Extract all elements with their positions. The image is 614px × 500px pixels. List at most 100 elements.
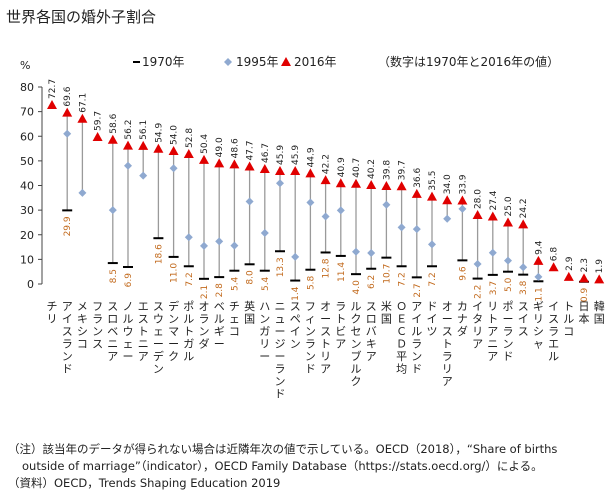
label-1970: 8.5	[109, 269, 119, 283]
label-2016: 2.9	[565, 256, 575, 271]
marker-1995	[473, 260, 482, 269]
label-1970: 2.2	[474, 285, 484, 299]
marker-1995	[458, 204, 467, 213]
category-label: チェコ	[229, 300, 240, 338]
legend-label-2016: 2016年	[294, 55, 337, 69]
label-2016: 42.2	[322, 154, 332, 174]
label-1970: 3.8	[519, 280, 529, 295]
label-1970: 8.0	[246, 270, 256, 285]
label-1970: 2.1	[200, 285, 210, 299]
label-2016: 58.6	[109, 113, 119, 133]
label-2016: 2.3	[580, 258, 590, 272]
y-tick-label: 80	[20, 81, 34, 94]
label-2016: 47.7	[246, 140, 256, 160]
label-1970: 5.4	[230, 276, 240, 291]
label-2016: 56.1	[139, 120, 149, 140]
marker-2016	[47, 99, 57, 109]
marker-2016	[214, 158, 225, 168]
category-label: 米国	[381, 300, 392, 326]
category-label: スペイン	[290, 300, 301, 351]
label-2016: 50.4	[200, 134, 210, 154]
label-2016: 69.6	[63, 86, 73, 106]
category-label: ポーランド	[503, 300, 514, 363]
legend-marker-1995	[224, 58, 232, 66]
label-2016: 40.7	[352, 158, 362, 178]
label-1970: 2.7	[413, 283, 423, 297]
label-2016: 35.5	[428, 171, 438, 191]
label-2016: 45.9	[276, 145, 286, 165]
marker-1995	[397, 223, 406, 232]
marker-1995	[78, 188, 87, 197]
category-label: ハンガリー	[259, 300, 270, 363]
label-1970: 4.0	[352, 280, 362, 295]
legend-label-1970: 1970年	[142, 55, 185, 69]
label-2016: 52.8	[185, 128, 195, 148]
y-tick-label: 50	[20, 155, 34, 168]
marker-2016	[290, 165, 301, 175]
label-1970: 1.4	[291, 286, 301, 301]
marker-1995	[200, 241, 208, 250]
marker-2016	[92, 131, 103, 141]
marker-1995	[276, 179, 284, 188]
label-2016: 9.4	[534, 240, 544, 255]
label-1970: 0.9	[580, 288, 590, 303]
marker-1995	[504, 256, 512, 265]
label-2016: 40.9	[337, 157, 347, 177]
category-label: 日本	[579, 300, 590, 326]
label-2016: 48.6	[230, 138, 240, 158]
y-tick-label: 30	[20, 204, 34, 217]
legend-note: （数字は1970年と2016年の値）	[378, 54, 559, 69]
label-1970: 5.0	[504, 277, 514, 292]
marker-2016	[123, 140, 133, 150]
marker-2016	[351, 178, 361, 188]
footnote-line-2: outside of marriage”（indicator），OECD Fam…	[22, 459, 543, 473]
category-label: オーストラリア	[442, 300, 453, 388]
marker-1995	[443, 214, 452, 223]
marker-2016	[107, 134, 118, 144]
label-2016: 6.8	[550, 247, 560, 262]
marker-2016	[518, 219, 529, 229]
category-label: 韓国	[594, 300, 605, 326]
label-2016: 39.7	[398, 160, 408, 180]
marker-1995	[412, 225, 421, 234]
label-1970: 6.2	[367, 275, 377, 289]
marker-2016	[381, 180, 392, 190]
label-1970: 7.2	[185, 272, 195, 286]
marker-1995	[63, 129, 72, 138]
marker-2016	[168, 146, 179, 156]
label-2016: 67.1	[78, 93, 88, 113]
category-label: スウェーデン	[153, 300, 164, 376]
marker-2016	[138, 140, 149, 150]
y-axis-unit-label: %	[20, 59, 30, 72]
category-label: ノルウェー	[123, 300, 134, 363]
marker-1995	[124, 161, 132, 170]
label-1970: 12.8	[322, 258, 332, 278]
label-2016: 56.2	[124, 120, 134, 140]
category-label: アイスランド	[62, 300, 73, 376]
category-label: ラトビア	[335, 300, 346, 351]
category-label: ベルギー	[214, 300, 225, 351]
label-1970: 6.9	[124, 273, 134, 288]
marker-1995	[291, 252, 300, 261]
label-1970: 5.8	[306, 275, 316, 290]
label-2016: 34.0	[443, 174, 453, 194]
marker-2016	[305, 168, 316, 178]
marker-2016	[503, 217, 513, 227]
marker-2016	[335, 178, 346, 188]
marker-2016	[487, 211, 498, 221]
marker-1995	[184, 233, 193, 242]
label-2016: 36.6	[413, 168, 423, 188]
label-1970: 29.9	[63, 216, 73, 236]
category-label: 英国	[244, 299, 255, 326]
marker-2016	[594, 274, 605, 284]
source-note: （資料）OECD，Trends Shaping Education 2019	[8, 476, 281, 490]
marker-1995	[382, 200, 391, 209]
y-tick-label: 40	[20, 180, 34, 193]
category-label: イスラエル	[548, 300, 559, 363]
marker-1995	[488, 248, 497, 257]
label-1970: 5.4	[261, 276, 271, 291]
y-tick-label: 70	[20, 106, 34, 119]
label-2016: 39.8	[382, 160, 392, 180]
marker-2016	[472, 210, 483, 220]
